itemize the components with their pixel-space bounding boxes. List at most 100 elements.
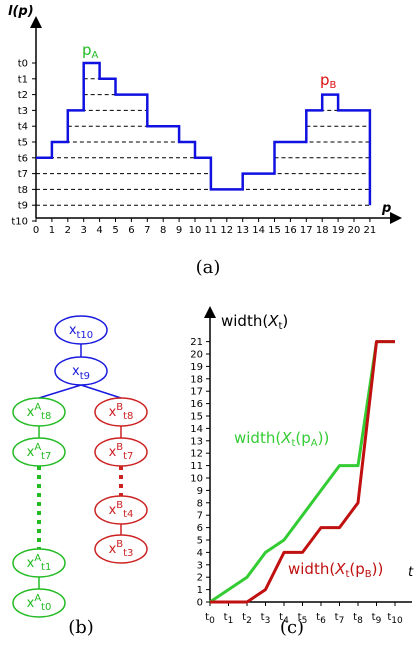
panel-c-y-tick-label: 3: [197, 560, 203, 571]
panel-c-x-tick-label: t4: [279, 612, 289, 626]
panel-c-y-tick-label: 4: [197, 548, 203, 559]
series-label-green: width(Xt(pA)): [234, 429, 329, 449]
panel-c-y-tick-label: 9: [197, 486, 203, 497]
panel-a-x-tick-label: 7: [144, 225, 150, 236]
panel-a-x-tick-label: 14: [252, 225, 265, 236]
panel-a-x-tick-label: 10: [189, 225, 202, 236]
series-line-red: [210, 340, 395, 604]
panel-a-x-tick-label: 9: [176, 225, 182, 236]
tree-node-outline: [54, 356, 108, 386]
panel-a-y-tick-label: t8: [18, 185, 28, 196]
tree-node-label: xBt4: [109, 500, 134, 520]
panel-a-y-tick-label: t9: [18, 201, 28, 212]
panel-c-x-tick-label: t1: [224, 612, 234, 626]
tree-node-outline: [12, 588, 66, 618]
panel-a-x-tick-label: 15: [268, 225, 281, 236]
panel-b-component-tree: xt10xt9xAt8xAt7xAt1xAt0xBt8xBt7xBt4xBt3 …: [12, 315, 148, 638]
panel-c-y-tick-label: 10: [190, 474, 203, 485]
tree-nodes: xt10 xt9 xAt8 xAt7 xAt1 xAt0 xBt8 xBt7 xBt4 xBt3: [12, 315, 148, 618]
panel-c-y-tick-label: 8: [197, 498, 203, 509]
series-label-red: width(Xt(pB)): [288, 560, 383, 580]
panel-a-y-tick-label: t3: [18, 106, 28, 117]
panel-a-x-axis-label: p: [381, 201, 391, 216]
tree-node-label: xAt1: [27, 553, 52, 573]
panel-a-x-tick-label: 6: [128, 225, 134, 236]
panel-a-profile-line: [36, 61, 372, 206]
panel-c-y-tick-label: 20: [190, 350, 203, 361]
panel-a-x-tick-label: 20: [348, 225, 361, 236]
tree-node-a8: xAt8: [12, 397, 66, 427]
panel-c-y-tick-label: 18: [190, 374, 203, 385]
tree-node-label: xBt3: [109, 539, 134, 559]
panel-a-y-tick-label: t1: [18, 74, 28, 85]
panel-c-x-tick-label: t9: [372, 612, 382, 626]
tree-node-t9: xt9: [54, 356, 108, 386]
panel-c-x-tick-label: t7: [335, 612, 345, 626]
panel-c-y-tick-label: 15: [190, 412, 203, 423]
tree-node-label: xAt8: [27, 402, 52, 422]
tree-node-label: xt9: [72, 364, 90, 382]
panel-c-caption: (c): [280, 617, 304, 638]
panel-a-x-tick-label: 21: [364, 225, 377, 236]
panel-a-y-tick-label: t10: [11, 217, 28, 228]
panel-c-y-tick-label: 21: [190, 337, 203, 348]
panel-a-x-tick-label: 3: [81, 225, 87, 236]
panel-a-x-tick-label: 8: [160, 225, 166, 236]
panel-c-y-tick-label: 16: [190, 399, 203, 410]
tree-node-label: xt10: [69, 323, 93, 341]
panel-c-y-tick-label: 19: [190, 362, 203, 373]
tree-edge: [38, 384, 82, 399]
panel-c-x-tick-label: t3: [261, 612, 271, 626]
panel-a-x-tick-label: 11: [205, 225, 218, 236]
peak-a-label: pA: [82, 41, 99, 61]
tree-node-outline: [94, 397, 148, 427]
panel-c-width-chart: width(Xt) 012345678910111213141516171819…: [190, 306, 414, 638]
tree-node-outline: [12, 548, 66, 578]
tree-node-b7: xBt7: [94, 437, 148, 467]
panel-a-y-tick-label: t4: [18, 122, 28, 133]
panel-c-y-tick-label: 2: [197, 573, 203, 584]
panel-c-x-ticks: t0 t1 t2 t3 t4 t5 t6 t7 t8 t9 t10: [205, 602, 403, 626]
tree-node-a7: xAt7: [12, 437, 66, 467]
panel-a-y-tick-label: t7: [18, 169, 28, 180]
panel-c-x-tick-label: t10: [387, 612, 403, 626]
panel-a-x-tick-label: 17: [300, 225, 313, 236]
panel-c-x-tick-label: t2: [242, 612, 252, 626]
tree-node-b8: xBt8: [94, 397, 148, 427]
panel-a-x-ticks: 0 1 2 3 4 5 6 7 8 9 10 11 12 13 14 15 16 17 18 19 20 21: [33, 218, 376, 236]
panel-a-y-axis-label: l(p): [8, 4, 34, 19]
tree-node-outline: [54, 315, 108, 345]
panel-c-y-tick-label: 6: [197, 523, 203, 534]
panel-a-x-tick-label: 18: [316, 225, 329, 236]
panel-c-y-tick-label: 14: [190, 424, 203, 435]
tree-node-outline: [94, 437, 148, 467]
panel-a-x-tick-label: 13: [236, 225, 249, 236]
panel-a-y-tick-label: t6: [18, 153, 28, 164]
panel-a-x-tick-label: 4: [96, 225, 102, 236]
tree-edges: [37, 344, 123, 589]
panel-a-x-tick-label: 12: [220, 225, 233, 236]
tree-node-b3: xBt3: [94, 534, 148, 564]
panel-a-x-tick-label: 1: [49, 225, 55, 236]
tree-node-outline: [12, 397, 66, 427]
panel-c-y-tick-label: 0: [197, 598, 203, 609]
panel-b-caption: (b): [68, 617, 94, 638]
panel-c-y-tick-label: 13: [190, 436, 203, 447]
tree-node-label: xBt8: [109, 402, 134, 422]
panel-c-series: [209, 340, 395, 604]
tree-node-label: xAt7: [27, 442, 52, 462]
panel-a-x-tick-label: 5: [112, 225, 118, 236]
tree-edge: [80, 384, 122, 399]
panel-a-y-tick-label: t0: [18, 59, 28, 70]
panel-c-y-tick-label: 11: [190, 461, 203, 472]
panel-a-x-tick-label: 19: [332, 225, 345, 236]
tree-node-b4: xBt4: [94, 495, 148, 525]
panel-c-y-label: width(Xt): [221, 312, 288, 332]
panel-c-x-tick-label: t5: [298, 612, 308, 626]
tree-node-outline: [12, 437, 66, 467]
panel-c-x-edge-label: t: [408, 565, 414, 580]
panel-c-x-tick-label: t0: [205, 612, 215, 626]
